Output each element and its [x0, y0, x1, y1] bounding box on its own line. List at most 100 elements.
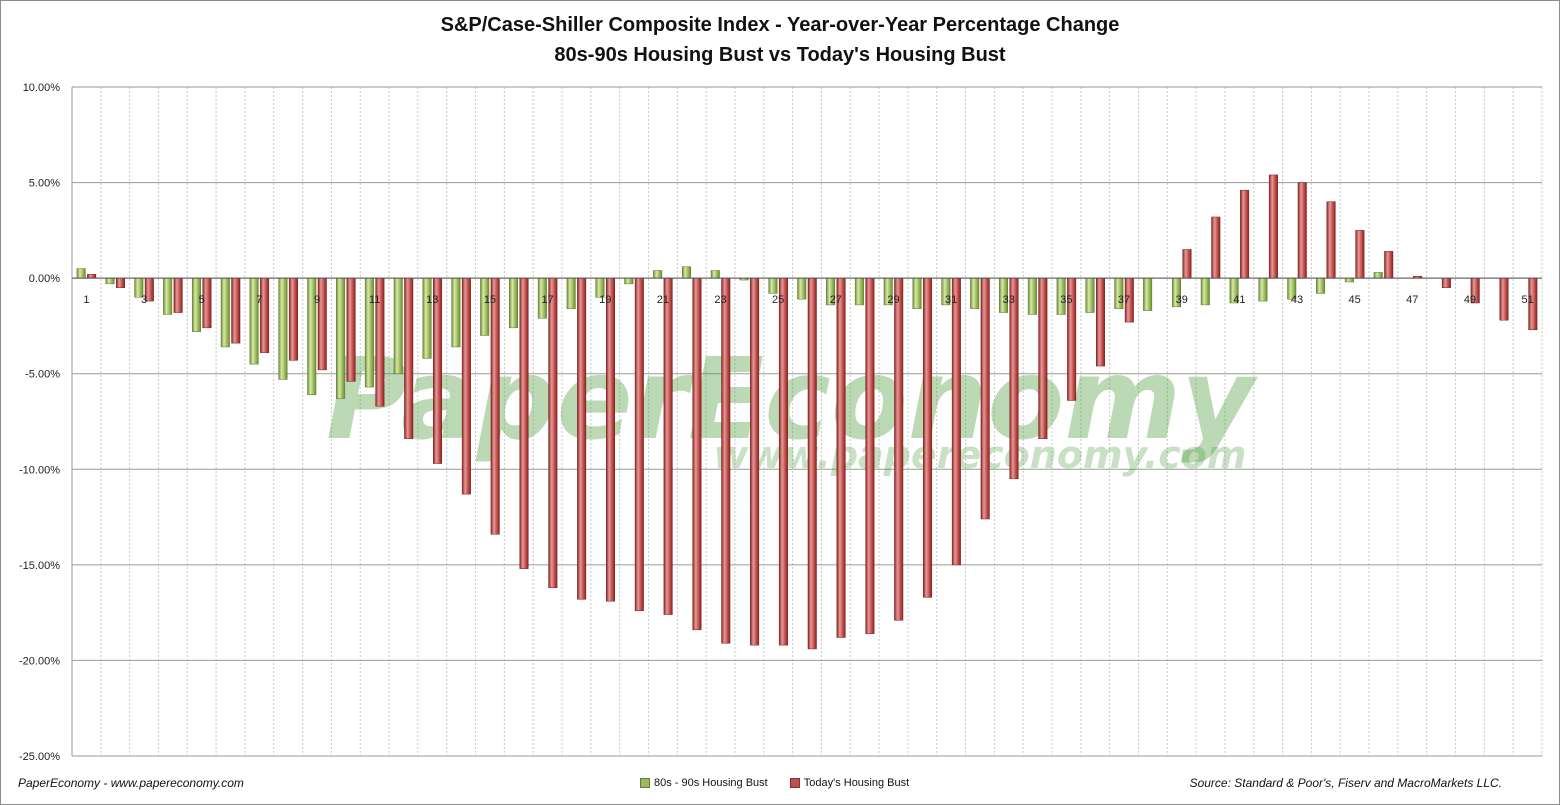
bar-today: [1355, 230, 1365, 279]
bar-80s-90s: [566, 277, 576, 309]
chart-subtitle: 80s-90s Housing Bust vs Today's Housing …: [554, 44, 1006, 66]
x-tick-label: 5: [199, 294, 205, 306]
bar-today: [1268, 174, 1278, 279]
y-tick-label: 10.00%: [23, 82, 61, 94]
x-tick-label: 19: [599, 294, 611, 306]
x-tick-label: 37: [1118, 294, 1130, 306]
bar-today: [1095, 277, 1105, 367]
bar-today: [836, 277, 846, 638]
y-tick-label: -20.00%: [19, 655, 60, 667]
bar-today: [663, 277, 673, 615]
horizontal-gridlines: [71, 86, 1542, 757]
bar-today: [260, 277, 270, 353]
bar-today: [288, 277, 298, 361]
bar-80s-90s: [480, 277, 490, 336]
x-tick-label: 7: [256, 294, 262, 306]
bar-today: [87, 274, 97, 279]
bar-80s-90s: [1258, 277, 1268, 302]
bar-80s-90s: [393, 277, 403, 374]
legend-item-today: Today's Housing Bust: [789, 777, 910, 789]
bar-today: [1240, 189, 1250, 279]
bar-today: [577, 277, 587, 600]
bar-80s-90s: [1143, 277, 1153, 311]
bar-today: [923, 277, 933, 598]
bar-80s-90s: [1200, 277, 1210, 306]
bar-80s-90s: [163, 277, 173, 315]
legend-swatch-green: [640, 778, 650, 788]
y-tick-label: -15.00%: [19, 560, 60, 572]
legend: 80s - 90s Housing Bust Today's Housing B…: [640, 777, 909, 789]
x-tick-label: 31: [945, 294, 957, 306]
chart-title: S&P/Case-Shiller Composite Index - Year-…: [440, 14, 1120, 36]
bar-80s-90s: [220, 277, 230, 348]
bar-80s-90s: [854, 277, 864, 306]
bar-today: [1297, 182, 1307, 279]
bar-today: [1038, 277, 1048, 439]
bar-80s-90s: [1085, 277, 1095, 313]
bar-today: [951, 277, 961, 566]
bar-80s-90s: [653, 270, 663, 279]
x-axis-ticks: 1 3 5 7 9 11 13 15 17 19 21 23 25 27 29 31 33 35 37 39 41 43 4…: [83, 294, 1533, 306]
bar-today: [1499, 277, 1509, 321]
bar-today: [548, 277, 558, 589]
bar-today: [634, 277, 644, 611]
bar-80s-90s: [105, 277, 115, 285]
bar-today: [519, 277, 529, 569]
bar-80s-90s: [422, 277, 432, 359]
bar-today: [1326, 201, 1336, 279]
bar-80s-90s: [681, 266, 691, 279]
x-tick-label: 47: [1406, 294, 1418, 306]
bar-80s-90s: [1373, 272, 1383, 279]
x-tick-label: 11: [369, 294, 380, 306]
x-tick-label: 43: [1291, 294, 1303, 306]
watermark-url: www.papereconomy.com: [714, 433, 1247, 477]
bar-today: [231, 277, 241, 344]
vertical-gridlines: [71, 87, 1543, 756]
bar-today: [1384, 251, 1394, 279]
bar-today: [346, 277, 356, 382]
y-tick-label: 0.00%: [29, 273, 60, 285]
x-tick-label: 51: [1521, 294, 1533, 306]
bar-today: [605, 277, 615, 602]
bar-today: [750, 277, 760, 646]
legend-item-80s-90s: 80s - 90s Housing Bust: [640, 777, 768, 789]
bar-today: [1009, 277, 1019, 480]
x-tick-label: 1: [83, 294, 89, 306]
bar-today: [115, 277, 125, 288]
bar-80s-90s: [336, 277, 346, 399]
bar-today: [692, 277, 702, 631]
legend-label-today: Today's Housing Bust: [803, 777, 910, 789]
bar-80s-90s: [768, 277, 778, 294]
bar-today: [317, 277, 327, 371]
x-tick-label: 49: [1464, 294, 1476, 306]
x-tick-label: 27: [830, 294, 842, 306]
x-tick-label: 15: [484, 294, 496, 306]
x-tick-label: 35: [1060, 294, 1072, 306]
bar-today: [807, 277, 817, 650]
x-tick-label: 3: [141, 294, 147, 306]
x-tick-label: 23: [714, 294, 726, 306]
bar-80s-90s: [1027, 277, 1037, 315]
bar-today: [894, 277, 904, 621]
bar-today: [1441, 277, 1451, 288]
bar-today: [980, 277, 990, 520]
bar-80s-90s: [76, 268, 86, 279]
bar-80s-90s: [451, 277, 461, 348]
x-tick-label: 21: [657, 294, 669, 306]
x-tick-label: 17: [541, 294, 553, 306]
x-tick-label: 45: [1349, 294, 1361, 306]
x-tick-label: 29: [887, 294, 899, 306]
x-tick-label: 33: [1003, 294, 1015, 306]
bar-80s-90s: [970, 277, 980, 309]
bar-80s-90s: [912, 277, 922, 309]
bar-today: [173, 277, 183, 313]
bar-today: [461, 277, 471, 495]
bar-today: [490, 277, 500, 535]
footer-source: Source: Standard & Poor's, Fiserv and Ma…: [1189, 776, 1502, 790]
x-tick-label: 39: [1176, 294, 1188, 306]
x-tick-label: 25: [772, 294, 784, 306]
y-tick-label: -25.00%: [19, 751, 60, 763]
bar-today: [865, 277, 875, 634]
bar-today: [778, 277, 788, 646]
